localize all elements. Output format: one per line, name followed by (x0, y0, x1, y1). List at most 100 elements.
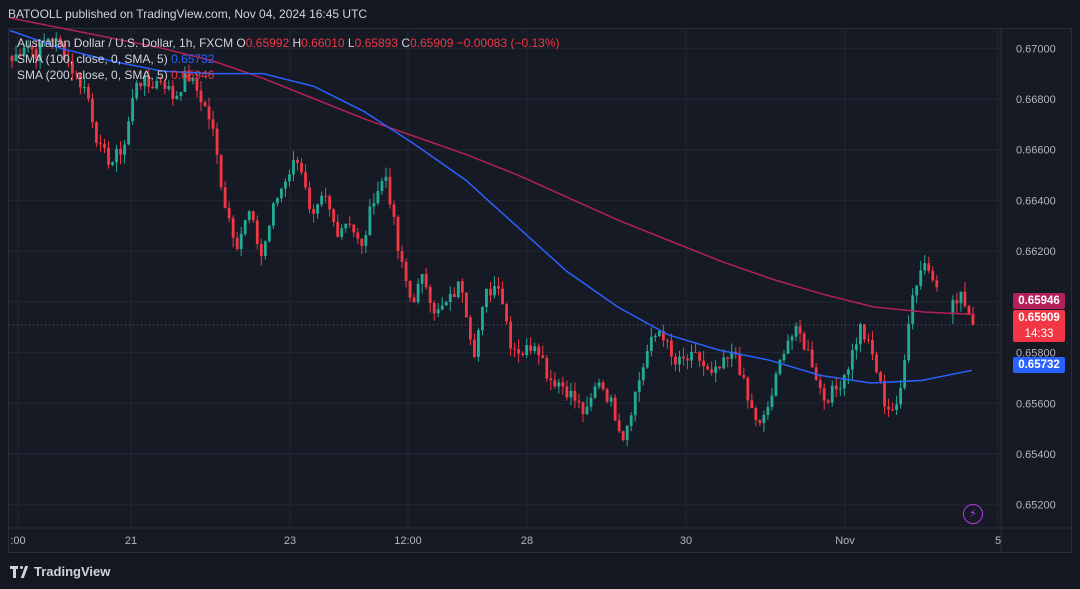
candle-body (384, 176, 388, 182)
y-tick-label: 0.65200 (1016, 500, 1056, 512)
candle-body (316, 204, 320, 214)
low-value: 0.65893 (354, 36, 398, 50)
candle-body (203, 102, 207, 107)
candle-body (368, 206, 372, 236)
candle-body (432, 302, 436, 314)
candle-body (320, 195, 324, 205)
sma200-line (9, 17, 976, 316)
candle-body (251, 211, 255, 221)
candle-body (557, 382, 561, 387)
candle-body (219, 154, 223, 188)
candle-body (710, 369, 714, 373)
candle-body (609, 397, 613, 402)
candle-body (34, 49, 38, 60)
candle-body (501, 288, 504, 305)
candle-body (842, 374, 846, 389)
candle-body (155, 81, 159, 89)
x-tick-label: 5 (995, 535, 1001, 547)
sma200-value: 0.65946 (171, 68, 215, 82)
candle-body (103, 144, 106, 148)
candle-body (119, 148, 122, 155)
candle-body (625, 425, 629, 441)
candle-body (746, 377, 750, 401)
open-label: O (236, 36, 246, 50)
sma200-price-badge: 0.65946 (1013, 293, 1065, 309)
candle-body (601, 382, 605, 390)
candle-body (159, 81, 163, 83)
low-label: L (347, 36, 355, 50)
candle-body (239, 233, 243, 250)
candle-body (903, 360, 907, 388)
candle-body (911, 295, 915, 324)
candle-body (489, 288, 492, 296)
candle-body (259, 243, 263, 257)
y-tick-label: 0.65400 (1016, 449, 1056, 461)
candle-body (247, 211, 251, 220)
candle-body (292, 160, 295, 175)
candle-body (468, 317, 472, 340)
tradingview-logo[interactable]: TradingView (10, 564, 110, 579)
candle-body (597, 382, 601, 387)
candle-countdown: 14:33 (1024, 328, 1054, 340)
candle-body (674, 356, 677, 365)
candle-body (718, 366, 722, 369)
candle-body (915, 285, 919, 296)
candle-body (742, 374, 746, 378)
candle-body (452, 293, 456, 298)
grid-lines (9, 28, 1000, 528)
candle-body (521, 353, 525, 356)
candle-body (179, 91, 183, 96)
candle-body (621, 431, 625, 441)
candle-body (223, 187, 227, 208)
candle-body (14, 54, 18, 62)
candle-body (300, 162, 303, 173)
candle-body (95, 122, 98, 143)
x-axis: :00 21 23 12:00 28 30 Nov 5 (10, 535, 1001, 547)
legend-row-sma100: SMA (100, close, 0, SMA, 5) 0.65732 (17, 51, 559, 67)
candle-body (959, 291, 963, 304)
candle-body (879, 372, 882, 382)
candle-body (778, 360, 782, 374)
candle-body (123, 144, 127, 155)
candle-body (951, 300, 955, 315)
candle-body (661, 331, 665, 341)
candle-body (525, 345, 529, 356)
sma200-label: SMA (200, close, 0, SMA, 5) (17, 68, 168, 82)
candle-body (328, 196, 332, 210)
candle-body (794, 326, 798, 337)
candle-body (641, 367, 645, 381)
candle-body (22, 47, 26, 56)
candle-body (288, 174, 291, 182)
candle-body (846, 369, 850, 375)
candle-body (78, 73, 82, 88)
candle-body (782, 353, 786, 361)
candle-body (726, 357, 730, 359)
candle-body (513, 348, 517, 350)
y-tick-label: 0.66200 (1016, 246, 1056, 258)
candle-body (444, 302, 448, 306)
candle-body (963, 291, 967, 307)
candle-body (887, 406, 890, 410)
candle-body (356, 232, 360, 239)
candle-body (919, 270, 923, 286)
high-label: H (292, 36, 302, 50)
candle-body (537, 346, 541, 356)
candle-body (312, 209, 315, 214)
chart-legend: Australian Dollar / U.S. Dollar, 1h, FXC… (17, 35, 559, 83)
open-value: 0.65992 (245, 36, 290, 50)
candle-body (340, 228, 344, 237)
candle-body (762, 414, 766, 423)
candle-body (99, 142, 102, 145)
candle-body (54, 38, 58, 42)
chart-frame[interactable] (8, 28, 1072, 553)
candle-body (424, 273, 428, 288)
candle-body (505, 304, 508, 322)
candle-body (255, 220, 259, 244)
candle-body (895, 404, 899, 410)
candle-body (139, 82, 143, 87)
candle-body (967, 306, 971, 315)
lightning-icon[interactable]: ⚡ (963, 504, 983, 524)
candle-body (971, 314, 975, 325)
candle-body (854, 344, 858, 351)
